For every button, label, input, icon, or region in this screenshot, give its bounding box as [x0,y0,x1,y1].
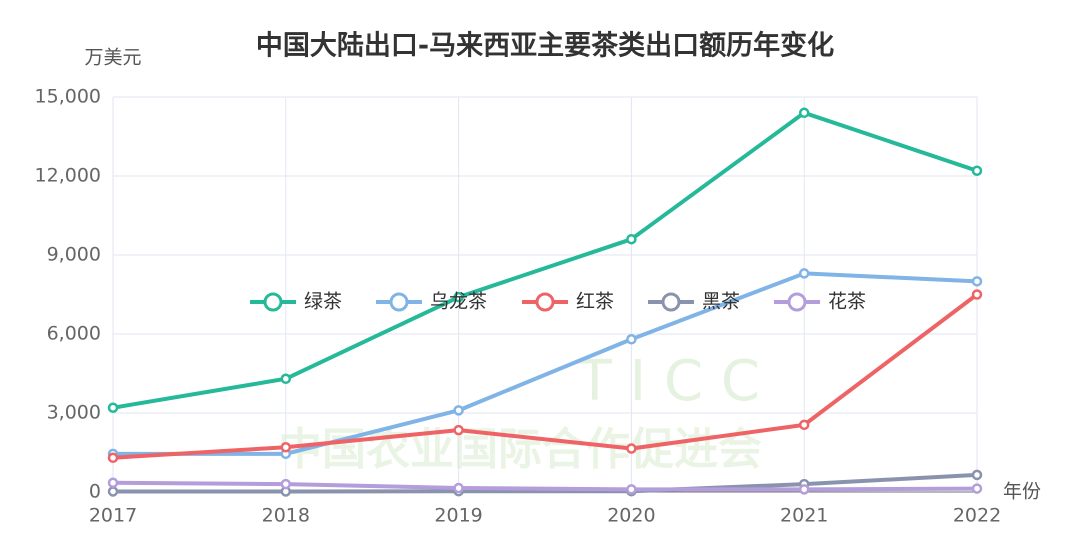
legend-marker [535,292,555,312]
watermark-letters: T I C C [577,349,760,414]
data-point [453,291,464,303]
data-point [280,478,292,490]
data-point [971,276,983,287]
data-point [971,289,983,300]
data-point [798,419,810,431]
y-tick-label: 12,000 [35,165,101,187]
data-point [971,483,983,494]
data-point [971,469,983,481]
data-point [798,107,810,119]
data-point [453,405,464,416]
legend-label: 黑茶 [702,291,740,313]
x-tick-label: 2019 [434,505,482,527]
data-point [280,373,292,385]
data-point [626,443,637,454]
data-point [453,424,464,436]
x-tick-label: 2022 [953,505,1001,527]
legend-marker [787,292,807,312]
series-line [112,110,978,410]
series-line [112,292,979,460]
data-point [626,233,637,245]
legend-label: 乌龙茶 [430,291,487,313]
data-point [453,482,464,494]
legend-item: 花茶 [774,291,866,313]
x-tick-label: 2020 [607,505,655,527]
x-tick-label: 2018 [262,505,310,527]
chart-title: 中国大陆出口-马来西亚主要茶类出口额历年变化 [256,30,834,62]
legend-marker [389,292,409,312]
series-line [113,271,978,456]
data-point [107,486,119,497]
series-line [112,480,978,492]
watermark-org: 中国农业国际合作促进会 [278,424,762,475]
series-line [113,472,978,494]
x-axis-label: 年份 [1003,481,1041,503]
y-tick-label: 6,000 [47,323,101,345]
y-tick-label: 0 [89,481,101,503]
data-point [107,477,119,489]
x-tick-label: 2021 [780,505,828,527]
x-tick-label: 2017 [89,505,137,527]
y-tick-label: 15,000 [35,86,101,108]
legend-item: 绿茶 [250,291,342,313]
legend-item: 红茶 [522,291,614,313]
y-tick-label: 3,000 [47,402,101,424]
legend-label: 花茶 [828,291,866,313]
legend-label: 红茶 [576,291,614,313]
data-point [971,165,983,176]
y-tick-label: 9,000 [47,244,101,266]
data-point [626,334,637,345]
data-point [280,441,292,453]
legend-marker [263,292,283,312]
y-axis-label: 万美元 [84,47,141,69]
data-point [107,452,119,464]
legend-label: 绿茶 [304,291,342,313]
legend-marker [661,292,681,312]
data-point [107,402,119,413]
data-point [626,484,637,495]
data-point [798,484,810,495]
legend-item: 乌龙茶 [376,291,487,313]
data-point [798,268,810,279]
legend-item: 黑茶 [648,291,740,313]
